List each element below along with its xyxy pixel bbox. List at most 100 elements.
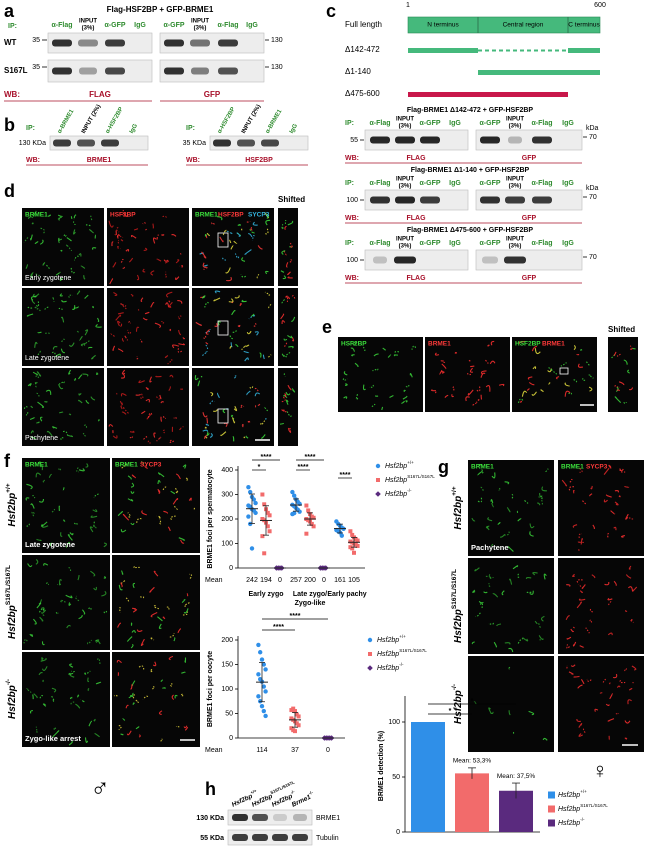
genotype-label: Hsf2bp+/+: [5, 483, 18, 527]
label: FLAG: [406, 215, 426, 222]
signal: [512, 731, 515, 734]
significance-label: *: [471, 698, 474, 705]
signal: [235, 343, 239, 348]
signal: [628, 387, 634, 391]
allele: +/+: [5, 483, 12, 493]
blot: [159, 32, 265, 54]
micrograph: [22, 288, 104, 366]
signal: [519, 400, 523, 403]
significance-label: ****: [290, 613, 301, 620]
signal: [579, 467, 583, 473]
signal: [156, 436, 162, 442]
signal: [254, 392, 261, 397]
micrograph: [512, 337, 597, 412]
label: WB:: [345, 275, 359, 282]
signal: [58, 384, 64, 390]
signal: [264, 418, 267, 421]
signal: [70, 267, 75, 274]
signal: [130, 644, 134, 649]
signal: [51, 351, 56, 356]
signal: [579, 645, 585, 649]
point: [311, 524, 316, 529]
point: [375, 491, 381, 497]
signal: [281, 353, 285, 357]
signal: [109, 278, 114, 285]
lane-label: INPUT (2%): [241, 104, 262, 135]
signal: [170, 490, 176, 495]
signal: [103, 575, 107, 579]
lane-label: α-GFP: [419, 180, 440, 187]
signal: [83, 275, 86, 280]
signal: [467, 389, 474, 396]
lane-label: α-GFP: [163, 22, 184, 29]
point: [293, 709, 297, 714]
signal: [157, 472, 165, 478]
blot: [49, 135, 149, 151]
signal: [578, 583, 584, 589]
signal: [186, 593, 189, 597]
micrograph: [22, 458, 110, 553]
signal: [38, 671, 43, 676]
signal: [162, 616, 166, 620]
signal: [180, 693, 184, 697]
signal: [175, 473, 181, 480]
y-tick-label: 0: [229, 735, 233, 742]
signal: [195, 321, 202, 326]
signal: [156, 258, 162, 262]
signal: [49, 542, 53, 547]
signal: [118, 725, 122, 731]
signal: [582, 728, 586, 734]
signal: [27, 563, 33, 568]
signal: [239, 303, 243, 307]
gene: Hsf2bp: [453, 690, 464, 724]
mean-value: 0: [278, 577, 282, 584]
y-tick-label: 200: [221, 637, 233, 644]
signal: [577, 363, 583, 368]
gene: Hsf2bp: [271, 793, 294, 809]
signal: [577, 684, 583, 689]
signal: [160, 738, 163, 742]
inset-box: [559, 367, 569, 375]
signal: [613, 351, 617, 356]
lane-label: IgG: [246, 22, 258, 29]
signal: [623, 359, 628, 365]
signal: [85, 224, 91, 227]
mw-label: 70: [589, 194, 597, 201]
signal: [254, 331, 259, 336]
signal: [163, 510, 168, 514]
construct-label: Δ475-600: [345, 89, 380, 98]
signal: [625, 513, 629, 520]
signal: [526, 591, 532, 594]
signal: [112, 435, 118, 439]
signal: [117, 510, 123, 517]
signal: [68, 294, 73, 298]
signal: [121, 369, 126, 375]
signal: [517, 573, 521, 578]
y-tick-label: 200: [221, 516, 233, 523]
signal: [590, 485, 593, 490]
signal: [156, 396, 161, 400]
signal: [159, 394, 162, 400]
signal: [479, 486, 484, 491]
signal: [578, 533, 582, 539]
signal: [184, 657, 187, 663]
row-label: S167L: [4, 66, 28, 75]
signal: [78, 615, 83, 620]
point: [367, 665, 373, 671]
signal: [393, 354, 398, 357]
signal: [372, 368, 379, 372]
signal: [529, 523, 535, 529]
stage-label: Pachytene: [25, 435, 58, 442]
signal: [76, 467, 80, 473]
signal: [488, 622, 494, 625]
signal: [120, 405, 123, 410]
channel-label: BRME1: [561, 464, 584, 471]
signal: [632, 586, 638, 592]
label: FLAG: [89, 90, 111, 99]
point: [296, 723, 301, 728]
signal: [210, 391, 214, 397]
inset-box: [217, 232, 229, 248]
label: WB:: [26, 157, 40, 164]
band: [164, 39, 184, 47]
signal: [142, 695, 149, 700]
